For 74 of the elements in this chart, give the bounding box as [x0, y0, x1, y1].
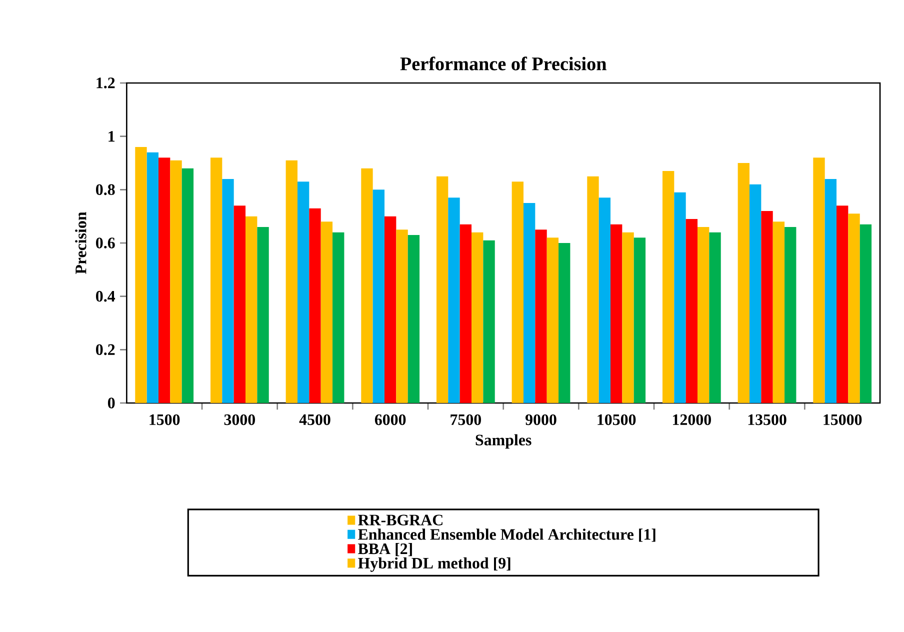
bar — [512, 182, 524, 403]
x-tick-label: 13500 — [748, 414, 786, 426]
x-tick-label: 9000 — [526, 414, 556, 426]
chart-title: Performance of Precision — [400, 56, 606, 70]
x-tick-label: 10500 — [598, 414, 636, 426]
bar — [210, 158, 222, 403]
bar — [384, 216, 396, 403]
bar — [396, 230, 408, 403]
y-tick-label: 0.6 — [96, 238, 115, 248]
bar — [222, 178, 234, 403]
bar — [297, 182, 310, 403]
x-tick-label: 6000 — [374, 414, 406, 426]
bar — [320, 222, 333, 403]
bar — [598, 198, 611, 403]
bar — [436, 176, 448, 403]
bar — [558, 242, 570, 403]
bar — [860, 224, 872, 403]
bar — [535, 230, 547, 403]
bar — [332, 232, 344, 403]
bar — [286, 160, 298, 403]
y-tick-label: 0 — [108, 398, 115, 408]
bar — [472, 232, 484, 403]
bar — [848, 214, 860, 403]
y-tick-label: 0.8 — [96, 184, 115, 196]
bar — [483, 240, 495, 403]
y-tick-label: 0.2 — [96, 344, 115, 356]
legend-label: BBA [2] — [358, 542, 412, 556]
legend-label: Hybrid DL method [9] — [358, 557, 510, 572]
bar — [750, 184, 762, 403]
bar — [182, 168, 194, 403]
bar — [662, 170, 674, 403]
bar — [448, 198, 460, 403]
bar — [135, 146, 147, 403]
bar — [146, 152, 158, 403]
bar — [158, 158, 170, 403]
y-axis-title: Precision — [75, 212, 86, 274]
x-axis-title: Samples — [476, 434, 532, 449]
bar — [372, 190, 384, 403]
x-tick-label: 15000 — [824, 414, 862, 426]
bar — [674, 192, 686, 403]
y-tick-label: 1.2 — [96, 78, 115, 88]
x-tick-label: 12000 — [673, 414, 711, 426]
bar — [257, 226, 269, 403]
bar — [784, 226, 796, 403]
bar — [610, 224, 622, 403]
x-tick-label: 4500 — [299, 414, 330, 426]
x-tick-label: 1500 — [150, 414, 180, 426]
bar — [836, 206, 848, 403]
bar — [234, 206, 246, 403]
bar — [634, 238, 646, 403]
bar — [408, 234, 420, 403]
bar — [587, 176, 599, 403]
bar — [523, 202, 536, 403]
bar — [246, 216, 258, 403]
bar — [361, 168, 373, 403]
bar — [738, 162, 750, 403]
y-tick-label: 0.4 — [96, 290, 116, 302]
legend-label: RR-BGRAC — [358, 514, 442, 526]
bar — [824, 178, 837, 403]
bar — [686, 218, 698, 403]
bar — [622, 232, 634, 403]
bar — [813, 158, 825, 403]
bar — [460, 224, 472, 403]
bar — [170, 160, 182, 403]
bar — [761, 210, 773, 403]
bar — [709, 232, 721, 403]
bar — [698, 226, 710, 403]
x-tick-label: 7500 — [450, 414, 481, 426]
x-tick-label: 3000 — [224, 414, 255, 426]
bar — [546, 238, 559, 403]
legend-label: Enhanced Ensemble Model Architecture [1] — [358, 528, 656, 542]
bar — [772, 222, 785, 403]
y-tick-label: 1 — [108, 131, 115, 142]
bar — [309, 208, 321, 403]
